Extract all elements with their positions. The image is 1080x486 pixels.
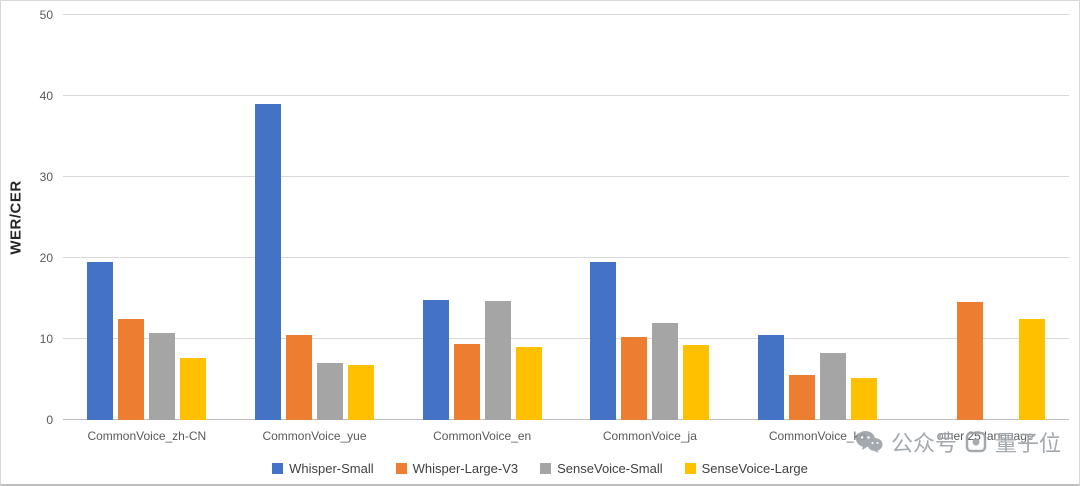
- gridline: [63, 338, 1069, 339]
- bar-whisper-small: [87, 262, 114, 420]
- bar-group: [734, 15, 902, 420]
- bar-sensevoice-large: [348, 364, 374, 420]
- y-tick-label: 10: [39, 332, 53, 346]
- x-axis-category-label: CommonVoice_ja: [602, 429, 697, 443]
- y-tick-label: 30: [39, 170, 53, 184]
- bar-sensevoice-small: [484, 300, 511, 420]
- wechat-icon: [855, 431, 883, 453]
- legend-swatch: [272, 463, 284, 474]
- legend-item-sensevoice-small: SenseVoice-Small: [540, 461, 663, 476]
- qbitai-logo: [965, 431, 987, 453]
- bar-sensevoice-small: [317, 362, 343, 420]
- bar-sensevoice-small: [652, 322, 679, 420]
- bar-group: [566, 15, 734, 420]
- legend-swatch: [540, 463, 552, 474]
- bar-sensevoice-small: [820, 352, 847, 420]
- x-axis-category-label: CommonVoice_zh-CN: [87, 429, 207, 443]
- watermark-label-gongzhonghao: 公众号: [890, 431, 957, 456]
- bar-whisper-small: [590, 262, 617, 420]
- bar-whisper-large-v3: [621, 336, 648, 420]
- bar-sensevoice-large: [515, 347, 542, 420]
- y-tick-label: 20: [39, 251, 53, 265]
- gridline: [63, 257, 1069, 258]
- y-tick-label: 40: [39, 89, 53, 103]
- y-tick-label: 50: [39, 8, 53, 22]
- watermark-label-qbitai: 量子位: [994, 431, 1061, 456]
- legend-item-sensevoice-large: SenseVoice-Large: [684, 461, 808, 476]
- watermark: 公众号 量子位: [855, 426, 1061, 458]
- bar-sensevoice-large: [180, 357, 207, 420]
- bar-whisper-small: [422, 300, 449, 420]
- legend-swatch: [684, 463, 696, 474]
- bar-whisper-small: [255, 104, 281, 420]
- legend-item-whisper-large-v3: Whisper-Large-V3: [395, 461, 519, 476]
- y-tick-label: 0: [46, 413, 53, 427]
- x-axis-category-label: CommonVoice_ko: [768, 429, 867, 443]
- legend-label: SenseVoice-Small: [557, 461, 663, 476]
- legend-label: SenseVoice-Large: [701, 461, 808, 476]
- legend: Whisper-Small Whisper-Large-V3 SenseVoice-…: [1, 461, 1079, 476]
- bar-group: [231, 15, 399, 420]
- x-axis-category-label: CommonVoice_en: [433, 429, 532, 443]
- bar-sensevoice-large: [851, 377, 878, 420]
- x-axis-labels: CommonVoice_zh-CN CommonVoice_yue CommonVo…: [63, 429, 1069, 443]
- bar-groups: [63, 15, 1069, 420]
- bar-sensevoice-small: [149, 333, 176, 420]
- bar-group: [398, 15, 566, 420]
- gridline: [63, 14, 1069, 15]
- bar-whisper-small: [758, 334, 785, 420]
- y-axis-ticks: 0 10 20 30 40 50: [31, 8, 59, 427]
- gridline: [63, 95, 1069, 96]
- gridline: [63, 419, 1069, 420]
- y-axis-title-wrap: WER/CER: [1, 15, 31, 420]
- y-axis-title: WER/CER: [7, 180, 25, 255]
- legend-swatch: [395, 463, 407, 474]
- bar-group: [901, 15, 1069, 420]
- plot-area: [63, 14, 1069, 420]
- bar-whisper-large-v3: [956, 301, 983, 420]
- bar-sensevoice-large: [1018, 318, 1045, 420]
- bar-whisper-large-v3: [286, 334, 312, 420]
- legend-item-whisper-small: Whisper-Small: [272, 461, 374, 476]
- x-axis-category-label: CommonVoice_yue: [262, 429, 367, 443]
- bar-whisper-large-v3: [453, 343, 480, 420]
- bar-whisper-large-v3: [789, 374, 816, 420]
- legend-label: Whisper-Large-V3: [412, 461, 519, 476]
- legend-label: Whisper-Small: [289, 461, 374, 476]
- bar-whisper-large-v3: [118, 318, 145, 420]
- gridline: [63, 176, 1069, 177]
- bar-sensevoice-large: [683, 345, 710, 420]
- bar-group: [63, 15, 231, 420]
